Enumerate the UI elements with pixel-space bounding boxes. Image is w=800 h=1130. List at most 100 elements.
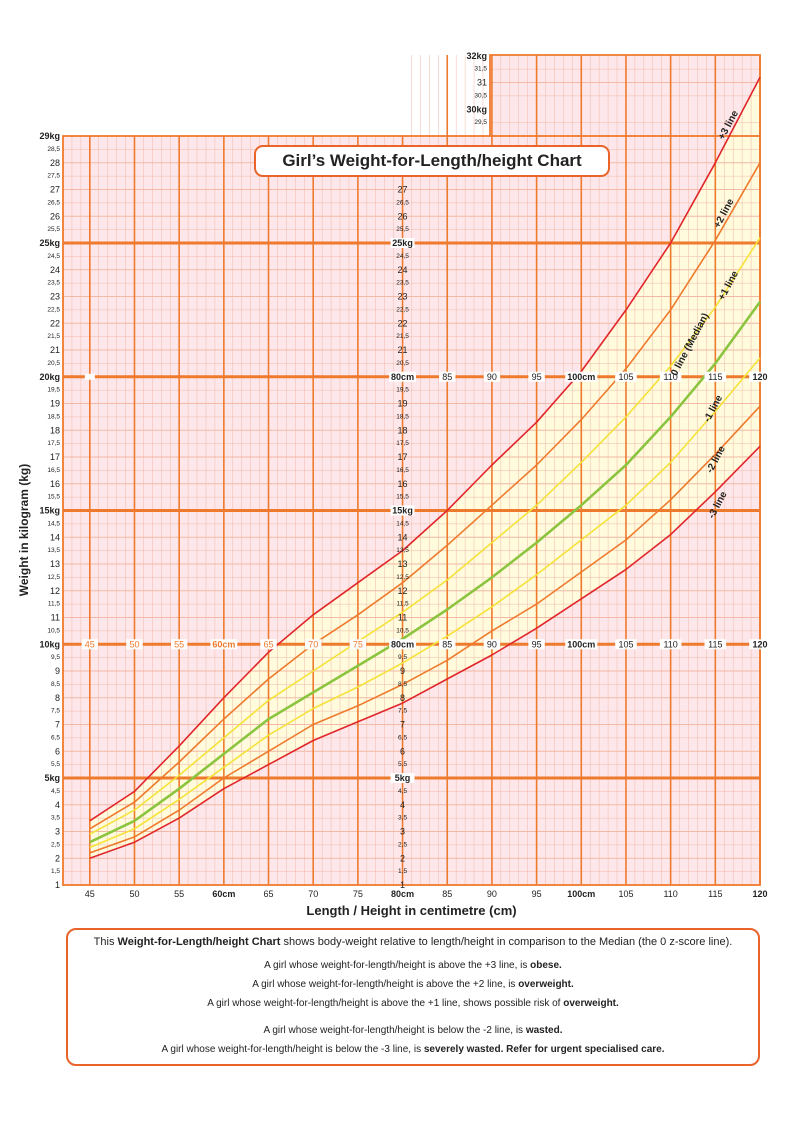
info-overweight-text: A girl whose weight-for-length/height is… bbox=[252, 979, 519, 990]
tick-halo bbox=[615, 371, 637, 382]
tick-label: 6 bbox=[400, 746, 405, 756]
x-axis-title: Length / Height in centimetre (cm) bbox=[306, 903, 517, 918]
tick-label: 2,5 bbox=[51, 841, 60, 848]
tick-label: 31,5 bbox=[474, 66, 487, 73]
tick-halo bbox=[659, 639, 682, 650]
series-line-2 bbox=[89, 237, 761, 835]
tick-label: 12 bbox=[398, 586, 408, 596]
tick-label: 85 bbox=[442, 889, 452, 899]
tick-label: 18 bbox=[398, 425, 408, 435]
tick-label: 12 bbox=[50, 586, 60, 596]
tick-label: 14,5 bbox=[47, 520, 60, 527]
tick-label: 4 bbox=[55, 800, 60, 810]
tick-halo bbox=[483, 371, 501, 382]
info-risk-text: A girl whose weight-for-length/height is… bbox=[207, 998, 564, 1009]
tick-halo bbox=[389, 639, 416, 650]
tick-halo bbox=[615, 639, 637, 650]
tick-label: 80cm bbox=[391, 889, 414, 899]
tick-label: 23,5 bbox=[47, 280, 60, 287]
info-overweight-bold: overweight. bbox=[518, 979, 574, 990]
tick-label: 110 bbox=[663, 639, 677, 649]
info-severely-wasted: A girl whose weight-for-length/height is… bbox=[68, 1043, 758, 1056]
tick-label: 55 bbox=[174, 889, 184, 899]
tick-label: 7,5 bbox=[51, 708, 60, 715]
tick-label: 70 bbox=[308, 889, 318, 899]
tick-halo bbox=[349, 639, 367, 650]
tick-label: 21 bbox=[50, 345, 60, 355]
tick-label: 24,5 bbox=[47, 253, 60, 260]
tick-label: 27,5 bbox=[47, 173, 60, 180]
tick-label: 7 bbox=[55, 720, 60, 730]
tick-label: 27 bbox=[50, 185, 60, 195]
tick-label: 16,5 bbox=[47, 467, 60, 474]
tick-label: 3 bbox=[400, 827, 405, 837]
tick-halo bbox=[565, 371, 598, 382]
tick-label: 15,5 bbox=[396, 494, 409, 501]
tick-label: 65 bbox=[264, 889, 274, 899]
tick-label: 28,5 bbox=[47, 146, 60, 153]
tick-label: 16 bbox=[398, 479, 408, 489]
tick-label: 28 bbox=[50, 158, 60, 168]
tick-halo bbox=[483, 639, 501, 650]
tick-label: 105 bbox=[618, 372, 633, 382]
tick-label: 75 bbox=[353, 639, 363, 649]
tick-label: 11,5 bbox=[48, 601, 61, 608]
tick-label: 17,5 bbox=[47, 440, 60, 447]
tick-label: 1,5 bbox=[51, 868, 60, 875]
tick-label: 23 bbox=[398, 292, 408, 302]
tick-label: 15kg bbox=[392, 506, 413, 516]
tick-label: 13,5 bbox=[47, 547, 60, 554]
tick-label: 26 bbox=[50, 211, 60, 221]
tick-label: 8,5 bbox=[398, 681, 407, 688]
tick-label: 18 bbox=[50, 425, 60, 435]
y-axis-title: Weight in kilogram (kg) bbox=[17, 463, 31, 597]
tick-label: 100cm bbox=[567, 372, 595, 382]
y-axis-title-wrap: Weight in kilogram (kg) bbox=[14, 464, 34, 596]
tick-label: 20,5 bbox=[47, 360, 60, 367]
tick-label: 19,5 bbox=[47, 387, 60, 394]
tick-label: 45 bbox=[85, 889, 95, 899]
tick-halo bbox=[305, 639, 322, 650]
info-intro: This Weight-for-Length/height Chart show… bbox=[68, 936, 758, 949]
tick-label: 120 bbox=[752, 639, 767, 649]
info-wasted-bold: wasted. bbox=[525, 1025, 563, 1036]
tick-label: 5,5 bbox=[51, 761, 60, 768]
tick-label: 115 bbox=[708, 372, 722, 382]
tick-halo bbox=[390, 773, 415, 783]
tick-label: 10,5 bbox=[47, 627, 60, 634]
tick-label: 16 bbox=[50, 479, 60, 489]
plot-area-extension bbox=[490, 55, 760, 136]
tick-label: 8,5 bbox=[51, 681, 60, 688]
tick-halo bbox=[749, 371, 771, 382]
tick-halo bbox=[439, 639, 456, 650]
tick-label: 5kg bbox=[44, 773, 60, 783]
tick-label: 8 bbox=[400, 693, 405, 703]
tick-halo bbox=[390, 238, 415, 248]
tick-label: 95 bbox=[532, 372, 542, 382]
info-severely-wasted-bold: severely wasted. Refer for urgent specia… bbox=[423, 1044, 665, 1055]
tick-label: 24 bbox=[398, 265, 408, 275]
tick-label: 13 bbox=[398, 559, 408, 569]
tick-label: 26,5 bbox=[396, 199, 409, 206]
tick-label: 17 bbox=[398, 452, 408, 462]
tick-label: 13 bbox=[50, 559, 60, 569]
tick-halo bbox=[84, 373, 95, 380]
tick-label: 50 bbox=[129, 639, 139, 649]
tick-label: 23,5 bbox=[396, 280, 409, 287]
tick-halo bbox=[704, 639, 727, 650]
tick-label: 120 bbox=[752, 372, 767, 382]
info-wasted-text: A girl whose weight-for-length/height is… bbox=[263, 1025, 526, 1036]
info-obese: A girl whose weight-for-length/height is… bbox=[68, 959, 758, 972]
tick-label: 19 bbox=[50, 399, 60, 409]
tick-halo bbox=[439, 371, 456, 382]
tick-label: 115 bbox=[708, 639, 722, 649]
tick-label: 13,5 bbox=[396, 547, 409, 554]
tick-label: 20kg bbox=[39, 372, 60, 382]
tick-label: 3,5 bbox=[51, 815, 60, 822]
tick-label: 3,5 bbox=[398, 815, 407, 822]
tick-halo bbox=[390, 505, 415, 516]
tick-label: 60cm bbox=[212, 889, 235, 899]
tick-label: 22 bbox=[50, 318, 60, 328]
tick-label: 16,5 bbox=[396, 467, 409, 474]
info-intro-rest: shows body-weight relative to length/hei… bbox=[280, 936, 733, 948]
